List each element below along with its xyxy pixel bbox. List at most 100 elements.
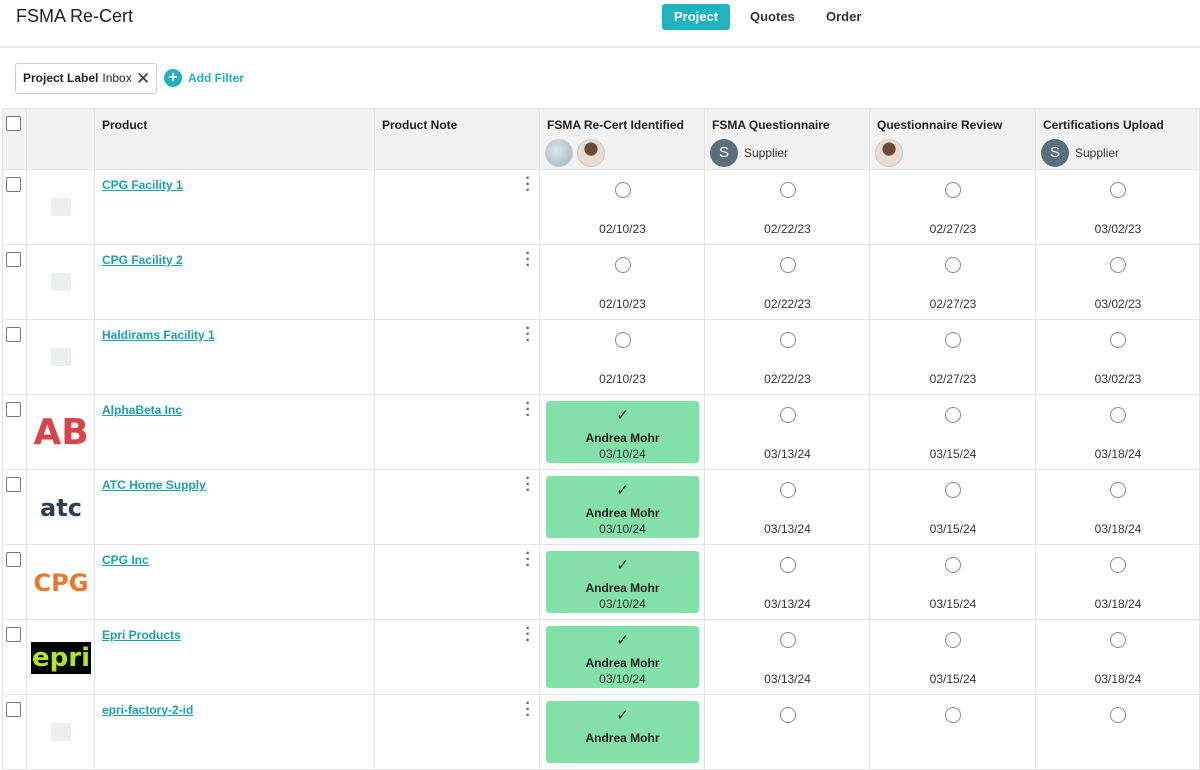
- product-link[interactable]: AlphaBeta Inc: [102, 403, 183, 417]
- stage-date: 03/18/24: [1094, 447, 1142, 461]
- avatar: [875, 139, 903, 167]
- product-link[interactable]: ATC Home Supply: [102, 478, 206, 492]
- table-cell: [27, 545, 95, 620]
- stage-status[interactable]: [945, 632, 961, 648]
- stage-status[interactable]: [945, 182, 961, 198]
- row-menu[interactable]: · · ·: [525, 320, 531, 349]
- row-menu[interactable]: · · ·: [525, 395, 531, 424]
- nav-tab[interactable]: Quotes: [750, 9, 795, 24]
- stage-date: 03/10/24: [599, 672, 646, 686]
- stage-status[interactable]: [1110, 182, 1126, 198]
- row-checkbox[interactable]: [6, 702, 21, 717]
- table-cell: [27, 620, 95, 695]
- stage-status[interactable]: [779, 557, 796, 573]
- stage-status[interactable]: [779, 707, 796, 723]
- stage-status[interactable]: [1110, 482, 1126, 498]
- stage-status[interactable]: [945, 557, 961, 573]
- stage-status[interactable]: [945, 482, 961, 498]
- table-cell: [705, 620, 870, 695]
- row-checkbox[interactable]: [6, 327, 21, 342]
- stage-status[interactable]: [779, 257, 796, 273]
- table-cell: [870, 620, 1036, 695]
- nav-tab[interactable]: Project: [662, 4, 731, 30]
- row-menu[interactable]: · · ·: [525, 620, 531, 649]
- stage-date: 03/10/24: [599, 522, 646, 536]
- table-cell: [705, 170, 870, 245]
- stage-status[interactable]: [1110, 407, 1126, 423]
- stage-status[interactable]: [614, 257, 631, 273]
- stage-status[interactable]: [1110, 557, 1126, 573]
- row-menu[interactable]: · · ·: [525, 170, 531, 199]
- stage-date: 03/15/24: [929, 522, 977, 536]
- add-filter-icon[interactable]: +: [164, 69, 182, 87]
- header-cell: [705, 108, 870, 170]
- product-link[interactable]: Haldirams Facility 1: [102, 328, 215, 342]
- stage-assignee: Andrea Mohr: [585, 581, 660, 595]
- table-cell: [95, 620, 375, 695]
- stage-date: 02/22/23: [764, 372, 811, 386]
- row-checkbox[interactable]: [6, 627, 21, 642]
- screen: FSMA Re-Cert (() => { const data = JSON.…: [0, 4, 1200, 770]
- row-checkbox[interactable]: [6, 552, 21, 567]
- stage-status[interactable]: [945, 707, 961, 723]
- table-cell: [95, 395, 375, 470]
- stage-date: 03/18/24: [1094, 597, 1142, 611]
- table-cell: [375, 395, 540, 470]
- product-logo: CPG: [33, 569, 89, 597]
- product-link[interactable]: epri-factory-2-id: [102, 703, 194, 717]
- stage-status[interactable]: [779, 182, 796, 198]
- filter-chip[interactable]: Project Label Inbox ✕: [15, 63, 157, 94]
- stage-status[interactable]: [945, 257, 961, 273]
- table-cell: [540, 545, 705, 620]
- stage-complete[interactable]: [546, 401, 699, 463]
- stage-status[interactable]: [1110, 632, 1126, 648]
- table-cell: [540, 620, 705, 695]
- stage-status[interactable]: [779, 632, 796, 648]
- stage-complete[interactable]: [546, 626, 699, 688]
- header-cell: [95, 108, 375, 170]
- add-filter[interactable]: Add Filter: [188, 71, 244, 85]
- select-all-checkbox[interactable]: [6, 116, 21, 131]
- stage-status[interactable]: [945, 407, 961, 423]
- assignee-name: Supplier: [1075, 146, 1120, 160]
- stage-status[interactable]: [1110, 707, 1126, 723]
- filter-value: Inbox: [102, 71, 132, 85]
- table-cell: [540, 320, 705, 395]
- table-cell: [2, 320, 27, 395]
- stage-complete[interactable]: [546, 551, 699, 613]
- row-checkbox[interactable]: [6, 252, 21, 267]
- stage-date: 03/15/24: [929, 447, 977, 461]
- row-checkbox[interactable]: [6, 402, 21, 417]
- stage-status[interactable]: [1110, 332, 1126, 348]
- table-cell: [27, 395, 95, 470]
- product-link[interactable]: CPG Inc: [102, 553, 149, 567]
- assignee-initial: S: [1041, 139, 1069, 167]
- stage-status[interactable]: [779, 407, 796, 423]
- row-menu[interactable]: · · ·: [525, 470, 531, 499]
- remove-filter[interactable]: ✕: [136, 69, 151, 88]
- table-cell: [95, 470, 375, 545]
- table-cell: [705, 320, 870, 395]
- table-cell: [870, 545, 1036, 620]
- product-link[interactable]: Epri Products: [102, 628, 181, 642]
- stage-status[interactable]: [779, 482, 796, 498]
- stage-complete[interactable]: [546, 476, 699, 538]
- table-cell: [705, 545, 870, 620]
- row-menu[interactable]: · · ·: [525, 245, 531, 274]
- stage-date: 02/27/23: [929, 222, 977, 236]
- stage-status[interactable]: [945, 332, 961, 348]
- column-header: Certifications Upload: [1043, 118, 1164, 132]
- nav-tab[interactable]: Order: [826, 9, 862, 24]
- product-link[interactable]: CPG Facility 2: [102, 253, 183, 267]
- header-divider: [0, 46, 1200, 48]
- stage-date: 02/10/23: [599, 222, 646, 236]
- product-link[interactable]: CPG Facility 1: [102, 178, 183, 192]
- stage-status[interactable]: [614, 182, 631, 198]
- stage-status[interactable]: [779, 332, 796, 348]
- row-menu[interactable]: · · ·: [525, 695, 531, 724]
- row-checkbox[interactable]: [6, 177, 21, 192]
- stage-status[interactable]: [1110, 257, 1126, 273]
- row-checkbox[interactable]: [6, 477, 21, 492]
- stage-status[interactable]: [614, 332, 631, 348]
- row-menu[interactable]: · · ·: [525, 545, 531, 574]
